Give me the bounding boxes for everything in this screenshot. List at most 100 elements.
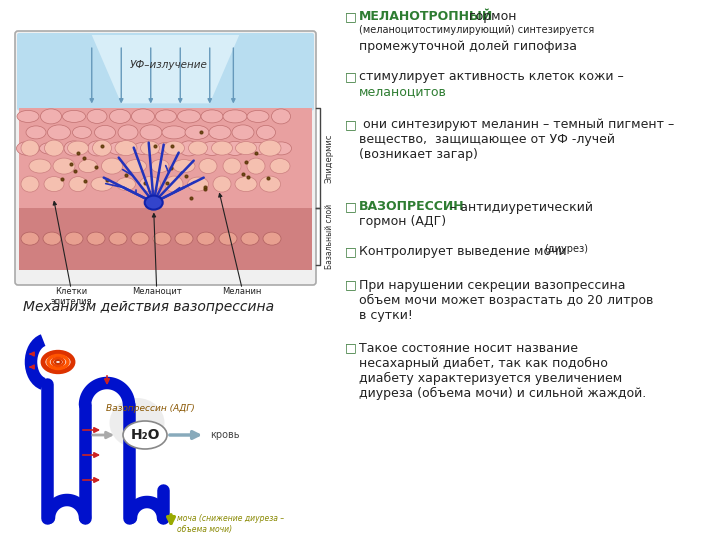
Ellipse shape [162,126,186,139]
FancyBboxPatch shape [15,31,316,285]
Ellipse shape [179,141,199,156]
Ellipse shape [108,142,132,155]
Ellipse shape [91,177,113,191]
Ellipse shape [247,143,269,154]
Text: несахарный диабет, так как подобно: несахарный диабет, так как подобно [359,356,608,369]
Ellipse shape [26,126,46,139]
Ellipse shape [259,176,281,192]
Ellipse shape [175,232,193,245]
Ellipse shape [78,160,97,173]
Ellipse shape [232,125,254,140]
Ellipse shape [259,140,281,156]
Ellipse shape [247,158,265,174]
Ellipse shape [92,140,112,156]
Ellipse shape [140,141,160,155]
Ellipse shape [40,109,61,124]
Text: □: □ [345,279,356,292]
Ellipse shape [256,125,276,139]
Ellipse shape [156,110,176,123]
Text: Механизм действия вазопрессина: Механизм действия вазопрессина [23,300,274,314]
Text: кровь: кровь [210,430,240,440]
Ellipse shape [73,126,91,138]
Ellipse shape [109,398,164,448]
Ellipse shape [197,232,215,245]
Text: Меланоцит: Меланоцит [132,287,181,296]
Ellipse shape [223,158,241,174]
Ellipse shape [263,232,281,245]
Ellipse shape [17,141,40,156]
Ellipse shape [140,177,161,192]
Ellipse shape [224,141,246,156]
Text: □: □ [345,10,356,23]
FancyBboxPatch shape [17,33,314,110]
Ellipse shape [115,140,137,156]
Ellipse shape [132,109,155,124]
Text: (диурез): (диурез) [544,245,588,254]
Text: □: □ [345,200,356,213]
Ellipse shape [270,159,290,173]
Ellipse shape [209,125,231,139]
Ellipse shape [140,125,162,140]
Ellipse shape [17,110,39,123]
Ellipse shape [45,140,63,156]
Text: ВАЗОПРЕССИН: ВАЗОПРЕССИН [359,200,464,213]
Text: Такое состояние носит название: Такое состояние носит название [359,341,578,354]
Polygon shape [91,35,239,103]
Text: в сутки!: в сутки! [359,308,413,321]
Ellipse shape [185,125,209,139]
Text: □: □ [345,70,356,83]
Bar [19,109,312,207]
Ellipse shape [118,125,138,140]
Text: (возникает загар): (возникает загар) [359,148,478,161]
Text: МЕЛАНОТРОПНЫЙ: МЕЛАНОТРОПНЫЙ [359,10,493,23]
Ellipse shape [109,232,127,245]
Ellipse shape [117,178,135,191]
Ellipse shape [43,232,61,245]
Ellipse shape [241,232,259,245]
Text: диабету характеризуется увеличением: диабету характеризуется увеличением [359,372,622,384]
Bar [19,207,312,269]
Ellipse shape [87,232,105,245]
Text: Базальный слой: Базальный слой [325,204,333,269]
Ellipse shape [87,110,107,124]
Ellipse shape [63,110,86,123]
Ellipse shape [109,110,130,124]
Ellipse shape [189,141,207,155]
Ellipse shape [201,110,223,123]
Ellipse shape [48,125,71,140]
Ellipse shape [53,158,75,174]
Ellipse shape [153,232,171,245]
Ellipse shape [40,143,63,154]
Ellipse shape [151,160,169,173]
Ellipse shape [223,110,247,123]
Ellipse shape [68,141,89,155]
Text: стимулирует активность клеток кожи –: стимулирует активность клеток кожи – [359,70,624,83]
Ellipse shape [69,177,87,192]
Text: промежуточной долей гипофиза: промежуточной долей гипофиза [359,40,577,53]
Text: они синтезируют меланин – темный пигмент –: они синтезируют меланин – темный пигмент… [359,118,674,131]
Text: При нарушении секреции вазопрессина: При нарушении секреции вазопрессина [359,279,626,292]
Ellipse shape [125,160,146,173]
Ellipse shape [173,160,195,173]
Ellipse shape [123,421,167,449]
Text: (меланоцитостимулирующий) синтезируется: (меланоцитостимулирующий) синтезируется [359,25,594,35]
Ellipse shape [131,232,149,245]
Text: □: □ [345,246,356,259]
Text: диуреза (объема мочи) и сильной жаждой.: диуреза (объема мочи) и сильной жаждой. [359,387,647,400]
Ellipse shape [271,142,292,155]
Text: Вазопрессин (АДГ): Вазопрессин (АДГ) [106,404,194,413]
Text: H₂O: H₂O [130,428,160,442]
Text: Контролирует выведение мочи: Контролирует выведение мочи [359,246,571,259]
Text: □: □ [345,341,356,354]
Ellipse shape [44,177,64,192]
Ellipse shape [21,232,39,245]
Ellipse shape [212,141,233,155]
Ellipse shape [219,232,237,245]
Ellipse shape [201,141,223,156]
Ellipse shape [247,110,269,123]
Ellipse shape [133,143,153,154]
Ellipse shape [235,141,256,154]
Ellipse shape [271,109,290,124]
Ellipse shape [21,140,39,156]
Ellipse shape [199,159,217,173]
